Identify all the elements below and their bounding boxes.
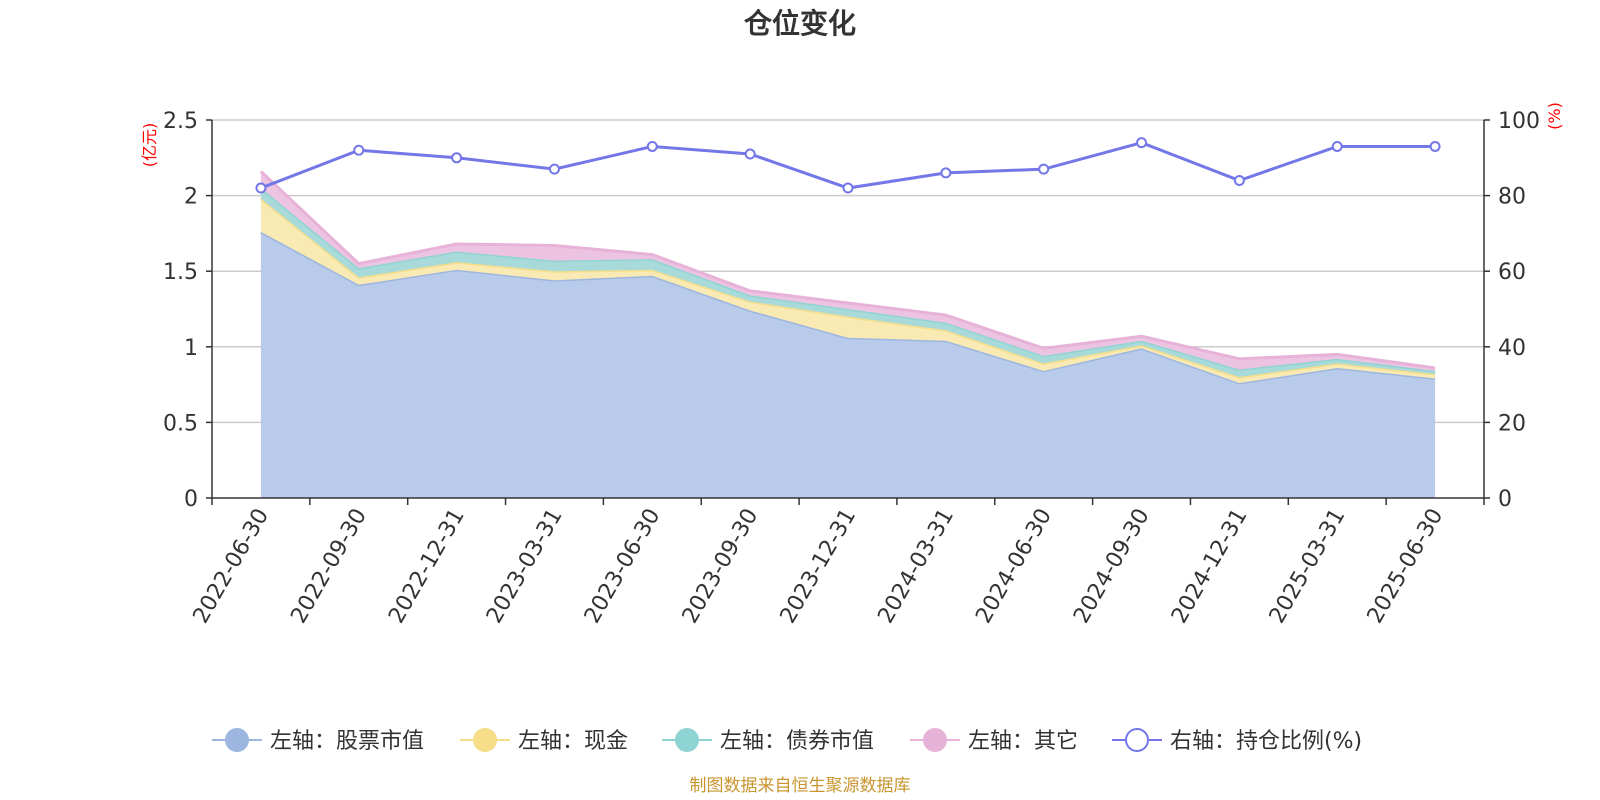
- ratio-point[interactable]: [1038, 163, 1050, 175]
- legend-label: 左轴：股票市值: [270, 729, 424, 754]
- legend-marker: [923, 728, 947, 752]
- left-tick-label: 0.5: [163, 411, 198, 436]
- x-tick-label: 2023-03-31: [482, 505, 568, 628]
- legend-marker: [225, 728, 249, 752]
- legend-label: 左轴：现金: [518, 729, 628, 754]
- x-tick-label: 2023-12-31: [776, 505, 862, 628]
- ratio-point[interactable]: [548, 163, 560, 175]
- position-ratio-line: [255, 137, 1441, 194]
- x-tick-label: 2024-03-31: [873, 505, 959, 628]
- right-tick-label: 80: [1498, 185, 1526, 210]
- legend-label: 左轴：债券市值: [720, 729, 874, 754]
- left-tick-label: 1.5: [163, 260, 198, 285]
- stacked-areas: [259, 170, 1436, 498]
- right-tick-label: 100: [1498, 109, 1540, 134]
- legend-marker: [1125, 728, 1149, 752]
- legend-item-2[interactable]: 左轴：债券市值: [662, 728, 874, 754]
- x-tick-label: 2024-06-30: [971, 505, 1057, 628]
- ratio-point[interactable]: [451, 152, 463, 164]
- chart-title: 仓位变化: [744, 7, 856, 40]
- x-tick-label: 2022-12-31: [384, 505, 470, 628]
- ratio-point[interactable]: [1331, 140, 1343, 152]
- x-tick-label: 2023-06-30: [580, 505, 666, 628]
- area-edge-3: [259, 170, 1436, 370]
- x-tick-label: 2025-06-30: [1363, 505, 1449, 628]
- ratio-point[interactable]: [1233, 174, 1245, 186]
- ratio-point[interactable]: [1429, 140, 1441, 152]
- x-tick-label: 2024-12-31: [1167, 505, 1253, 628]
- left-tick-label: 0: [184, 487, 198, 512]
- legend-marker: [675, 728, 699, 752]
- source-note: 制图数据来自恒生聚源数据库: [690, 776, 911, 796]
- ratio-point[interactable]: [255, 182, 267, 194]
- x-tick-label: 2024-09-30: [1069, 505, 1155, 628]
- x-tick-label: 2022-06-30: [189, 505, 275, 628]
- area-series-0: [260, 231, 1436, 498]
- x-tick-label: 2023-09-30: [678, 505, 764, 628]
- left-tick-label: 2: [184, 185, 198, 210]
- legend-item-1[interactable]: 左轴：现金: [460, 728, 628, 754]
- left-tick-label: 2.5: [163, 109, 198, 134]
- x-tick-label: 2025-03-31: [1265, 505, 1351, 628]
- ratio-line-path: [260, 141, 1436, 190]
- ratio-point[interactable]: [1136, 137, 1148, 149]
- x-tick-label: 2022-09-30: [286, 505, 372, 628]
- ratio-point[interactable]: [646, 140, 658, 152]
- ratio-point[interactable]: [940, 167, 952, 179]
- legend-marker: [473, 728, 497, 752]
- left-axis-unit: (亿元): [140, 123, 159, 168]
- right-tick-label: 60: [1498, 260, 1526, 285]
- right-tick-label: 40: [1498, 336, 1526, 361]
- right-tick-label: 0: [1498, 487, 1512, 512]
- legend-item-0[interactable]: 左轴：股票市值: [212, 728, 424, 754]
- legend-label: 右轴：持仓比例(%): [1170, 729, 1362, 754]
- legend[interactable]: 左轴：股票市值 左轴：现金 左轴：债券市值 左轴：其它 右轴：持仓比例(%): [212, 728, 1362, 754]
- right-axis-unit: (%): [1545, 102, 1564, 130]
- ratio-point[interactable]: [842, 182, 854, 194]
- right-tick-label: 20: [1498, 411, 1526, 436]
- legend-item-4[interactable]: 右轴：持仓比例(%): [1112, 728, 1362, 754]
- legend-item-3[interactable]: 左轴：其它: [910, 728, 1078, 754]
- ratio-point[interactable]: [744, 148, 756, 160]
- left-tick-label: 1: [184, 336, 198, 361]
- legend-label: 左轴：其它: [968, 729, 1078, 754]
- ratio-point[interactable]: [353, 144, 365, 156]
